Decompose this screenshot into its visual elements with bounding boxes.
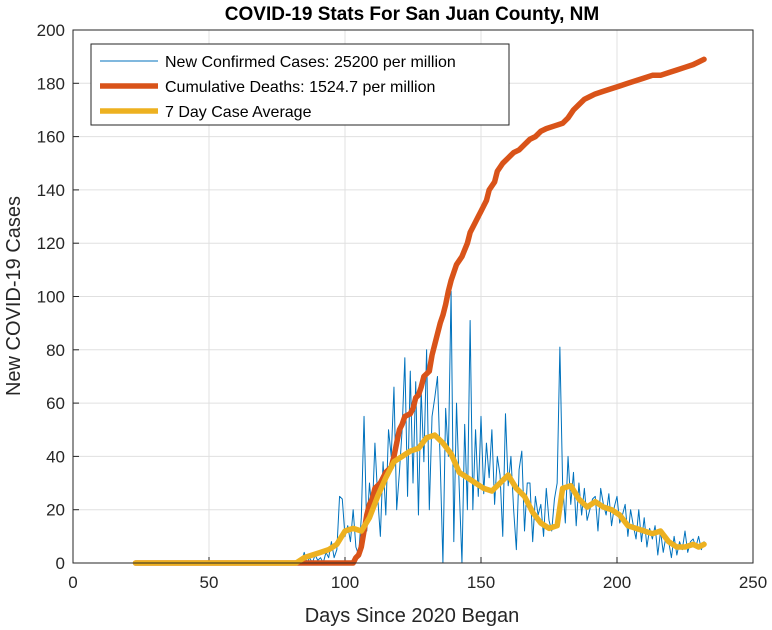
x-tick-label: 250 [739,573,767,592]
series-line-1 [135,290,705,564]
series-line-3 [132,432,707,566]
x-tick-label: 100 [331,573,359,592]
chart-title: COVID-19 Stats For San Juan County, NM [225,4,599,25]
y-tick-label: 120 [37,234,65,253]
y-tick-label: 140 [37,181,65,200]
series-lines [132,56,707,566]
x-tick-label: 150 [467,573,495,592]
x-axis-label: Days Since 2020 Began [305,605,520,627]
legend: New Confirmed Cases: 25200 per million Cu… [90,43,510,126]
x-tick-label: 0 [68,573,77,592]
y-tick-label: 40 [46,447,65,466]
y-tick-label: 200 [37,21,65,40]
legend-box [90,43,510,126]
y-tick-label: 80 [46,341,65,360]
y-tick-label: 60 [46,394,65,413]
y-tick-label: 160 [37,128,65,147]
axis-ticks: 0 50 100 150 200 250 0 20 40 60 80 100 120 140 160 180 2… [37,21,768,592]
plot-frame [72,29,754,564]
series-line-2 [132,56,707,566]
x-tick-label: 200 [603,573,631,592]
y-tick-label: 180 [37,74,65,93]
legend-entry-2: Cumulative Deaths: 1524.7 per million [165,79,435,96]
legend-entry-3: 7 Day Case Average [165,104,312,121]
y-tick-label: 100 [37,288,65,307]
y-tick-label: 20 [46,501,65,520]
x-tick-label: 50 [200,573,219,592]
y-axis-label: New COVID-19 Cases [3,196,25,396]
legend-entry-1: New Confirmed Cases: 25200 per million [165,54,456,71]
y-tick-label: 0 [56,554,65,573]
